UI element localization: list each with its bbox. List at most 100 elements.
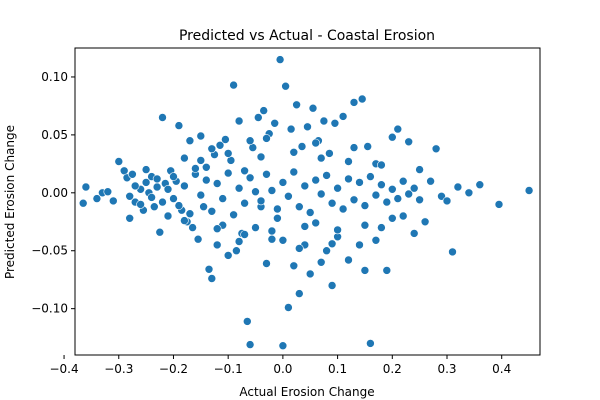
- data-point: [191, 164, 200, 173]
- data-point: [431, 144, 441, 154]
- data-point: [114, 157, 124, 166]
- x-tick-label: 0.1: [328, 362, 347, 376]
- data-point: [223, 251, 233, 260]
- data-point: [278, 341, 288, 351]
- data-point: [163, 185, 173, 194]
- data-point: [152, 182, 162, 192]
- data-point: [387, 132, 397, 142]
- data-point: [344, 255, 353, 265]
- data-point: [240, 166, 249, 176]
- data-point: [442, 196, 452, 206]
- data-point: [475, 180, 485, 189]
- x-tick-label: −0.1: [214, 362, 243, 376]
- data-point: [327, 239, 337, 249]
- data-point: [81, 182, 91, 192]
- data-point: [256, 196, 266, 206]
- data-point: [234, 237, 244, 246]
- data-point: [267, 234, 277, 244]
- data-point: [371, 236, 381, 245]
- data-point: [267, 226, 277, 236]
- data-point: [278, 178, 288, 187]
- data-point: [147, 193, 156, 202]
- data-point: [202, 175, 211, 185]
- data-point: [109, 196, 118, 206]
- data-point: [125, 214, 134, 223]
- data-point: [325, 149, 334, 158]
- chart-title: Predicted vs Actual - Coastal Erosion: [179, 28, 435, 44]
- data-point: [240, 230, 249, 239]
- data-point: [240, 198, 249, 208]
- y-axis-label: Predicted Erosion Change: [3, 125, 17, 279]
- data-point: [297, 142, 307, 151]
- data-point: [494, 200, 504, 209]
- data-point: [275, 55, 285, 64]
- data-point: [174, 121, 184, 130]
- data-point: [300, 222, 310, 231]
- data-point: [180, 153, 189, 163]
- data-point: [311, 138, 321, 148]
- data-point: [333, 225, 342, 235]
- data-point: [103, 187, 113, 196]
- data-point: [155, 227, 165, 237]
- data-point: [377, 223, 386, 232]
- data-point: [136, 200, 145, 209]
- data-point: [256, 152, 266, 162]
- data-point: [398, 176, 408, 186]
- data-point: [221, 135, 230, 144]
- data-point: [289, 261, 299, 271]
- data-point: [330, 119, 340, 128]
- data-point: [327, 281, 337, 290]
- data-point: [158, 197, 167, 207]
- data-point: [294, 289, 304, 298]
- data-point: [366, 172, 375, 181]
- data-point: [398, 211, 408, 221]
- data-point: [234, 116, 244, 126]
- data-point: [229, 210, 238, 220]
- data-point: [207, 274, 217, 283]
- data-point: [311, 175, 321, 185]
- data-point: [322, 171, 331, 180]
- data-point: [338, 204, 348, 214]
- data-point: [284, 303, 293, 312]
- data-point: [349, 195, 359, 205]
- data-point: [215, 141, 225, 150]
- data-point: [387, 185, 397, 194]
- data-point: [393, 124, 403, 134]
- data-point: [387, 214, 397, 223]
- data-point: [270, 119, 280, 128]
- data-point: [344, 174, 353, 184]
- data-point: [193, 234, 203, 244]
- data-point: [202, 163, 211, 172]
- data-point: [409, 229, 419, 238]
- data-point: [212, 224, 222, 233]
- x-tick-label: −0.4: [49, 362, 78, 376]
- data-point: [360, 220, 370, 230]
- data-point: [243, 317, 252, 326]
- data-point: [128, 170, 137, 179]
- data-point: [180, 216, 189, 225]
- data-point: [344, 157, 353, 166]
- data-point: [448, 247, 457, 257]
- y-tick-label: −0.10: [31, 302, 68, 316]
- x-tick-label: 0.2: [383, 362, 402, 376]
- x-tick-label: 0.0: [273, 362, 292, 376]
- x-tick-label: −0.3: [104, 362, 133, 376]
- data-point: [300, 181, 310, 191]
- data-point: [273, 214, 282, 223]
- data-point: [333, 183, 342, 193]
- data-point: [259, 106, 269, 115]
- data-point: [289, 167, 299, 177]
- data-point: [377, 180, 386, 189]
- data-point: [420, 217, 430, 227]
- data-point: [169, 194, 178, 203]
- data-point: [404, 137, 414, 147]
- data-point: [262, 134, 271, 143]
- data-point: [316, 189, 326, 199]
- data-point: [212, 240, 222, 250]
- data-point: [371, 190, 381, 200]
- data-point: [305, 208, 315, 217]
- data-point: [409, 183, 419, 193]
- data-point: [163, 211, 173, 221]
- points-layer: [78, 55, 534, 351]
